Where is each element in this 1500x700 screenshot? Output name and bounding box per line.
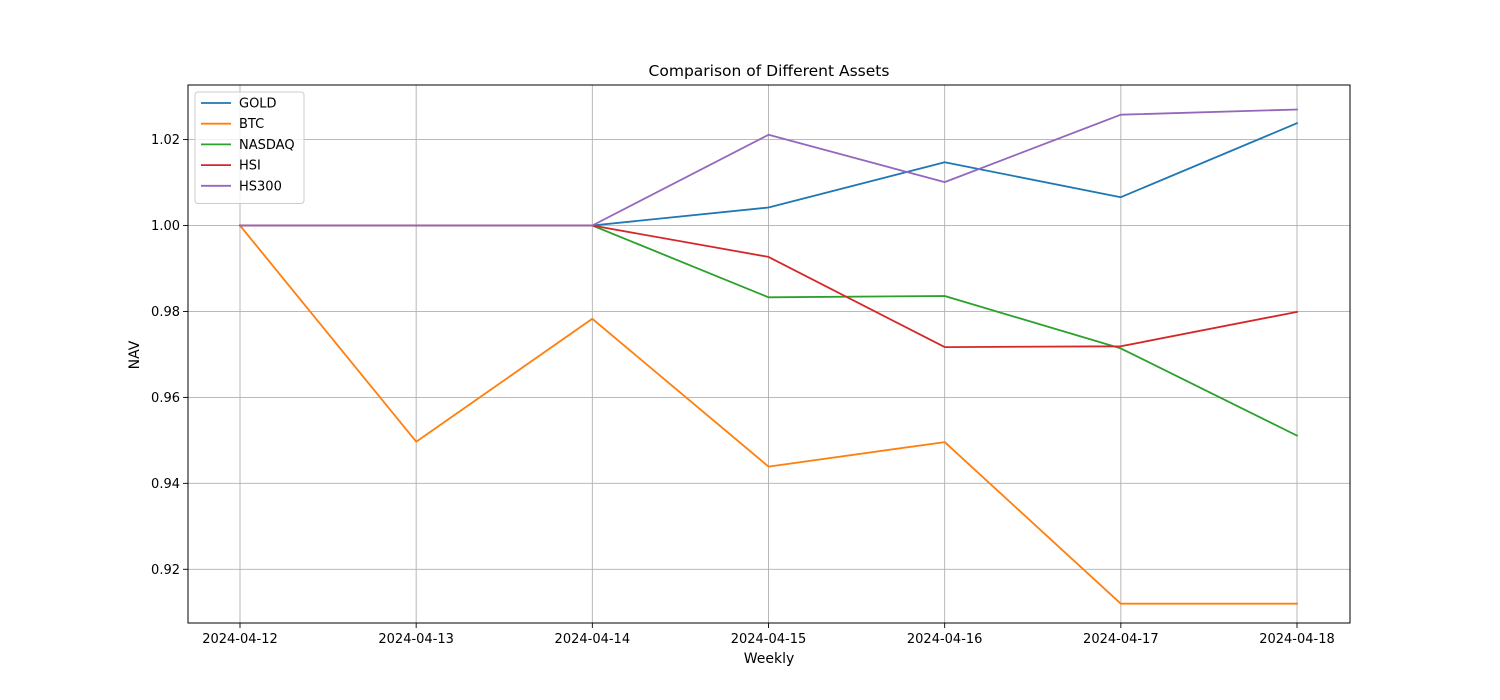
y-axis-label: NAV — [127, 340, 143, 369]
series-line-btc — [238, 224, 1298, 605]
y-tick-label: 0.92 — [151, 563, 180, 578]
plot-frame — [187, 84, 1351, 624]
x-axis-label: Weekly — [744, 651, 795, 667]
x-tick-label: 2024-04-17 — [1083, 632, 1159, 647]
legend-label-btc: BTC — [239, 117, 264, 132]
legend-label-hs300: HS300 — [239, 179, 282, 194]
chart-title: Comparison of Different Assets — [649, 62, 890, 80]
legend-box — [194, 91, 305, 204]
x-tick-label: 2024-04-16 — [907, 632, 983, 647]
x-tick-label: 2024-04-13 — [378, 632, 454, 647]
legend: GOLD BTC NASDAQ HSI HS300 — [194, 91, 305, 204]
series-lines — [238, 108, 1299, 605]
y-tick-label: 1.02 — [151, 133, 180, 148]
legend-label-hsi: HSI — [239, 159, 261, 174]
legend-label-nasdaq: NASDAQ — [239, 138, 295, 153]
x-tick-label: 2024-04-14 — [555, 632, 631, 647]
y-tick-label: 0.96 — [151, 391, 180, 406]
legend-label-gold: GOLD — [239, 97, 277, 112]
y-tick-label: 0.94 — [151, 477, 180, 492]
axis-ticks: 2024-04-12 2024-04-13 2024-04-14 2024-04-15… — [151, 133, 1335, 647]
x-tick-label: 2024-04-12 — [202, 632, 278, 647]
x-tick-label: 2024-04-15 — [731, 632, 807, 647]
grid — [188, 85, 1350, 623]
x-tick-label: 2024-04-18 — [1259, 632, 1335, 647]
y-tick-label: 0.98 — [151, 305, 180, 320]
series-line-hs300 — [239, 108, 1298, 227]
y-tick-label: 1.00 — [151, 219, 180, 234]
